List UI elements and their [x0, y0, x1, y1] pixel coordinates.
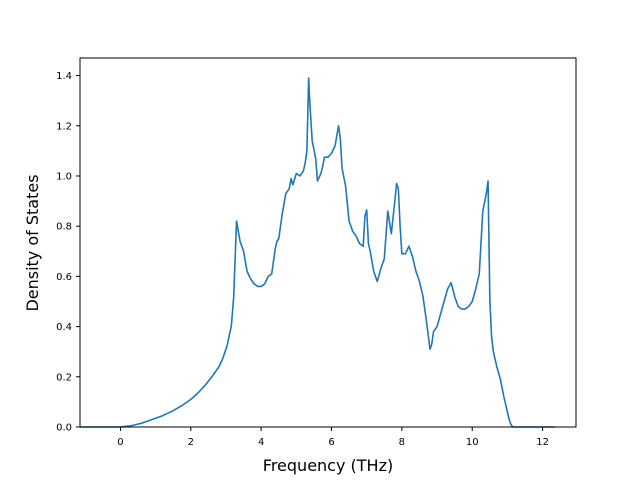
x-tick-label: 4: [258, 437, 264, 448]
y-tick-label: 0.4: [56, 322, 72, 333]
x-tick-label: 8: [399, 437, 405, 448]
x-tick-label: 6: [328, 437, 334, 448]
y-tick-label: 0.0: [56, 423, 72, 434]
y-tick-label: 1.2: [56, 121, 72, 132]
y-tick-label: 0.6: [56, 272, 72, 283]
tick-layer: 0 2 4 6 8 10 12 0.0 0.2 0.4 0.6 0.8 1.0 1.2 1.4: [56, 71, 549, 448]
y-tick-label: 1.0: [56, 171, 72, 182]
x-axis-label: Frequency (THz): [263, 456, 393, 475]
dos-series-line-0: [80, 77, 555, 428]
x-tick-label: 12: [536, 437, 549, 448]
x-tick-label: 10: [466, 437, 479, 448]
y-tick-label: 0.2: [56, 372, 72, 383]
plot-area: [79, 57, 577, 428]
x-tick-label: 0: [117, 437, 123, 448]
y-tick-label: 0.8: [56, 222, 72, 233]
y-axis-label: Density of States: [23, 174, 42, 311]
axes-frame: [79, 57, 577, 428]
y-tick-label: 1.4: [56, 71, 72, 82]
x-tick-label: 2: [188, 437, 194, 448]
